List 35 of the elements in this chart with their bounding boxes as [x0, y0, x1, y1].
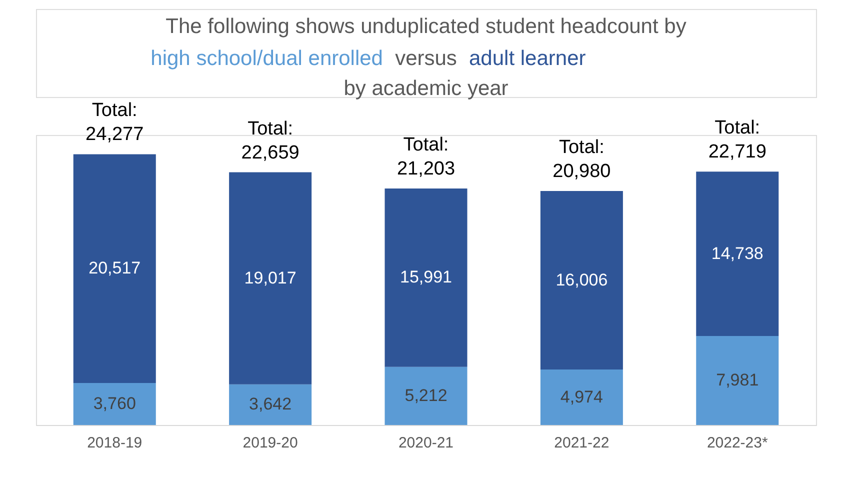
data-label: 20,517 — [88, 258, 141, 278]
x-tick-label: 2019-20 — [242, 434, 298, 452]
data-label: 7,981 — [716, 370, 759, 390]
bar — [73, 154, 156, 384]
text: by academic year — [344, 77, 508, 100]
total-label: Total: 21,203 — [396, 134, 456, 180]
text: high school/dual enrolled — [150, 47, 383, 70]
chart-title: The following shows unduplicated student headcount by — [166, 15, 687, 38]
bar — [384, 366, 468, 425]
data-label: 14,738 — [711, 244, 764, 263]
x-tick-label: 2022-23* — [706, 434, 768, 452]
total-label: Total: 24,277 — [86, 100, 144, 146]
bar — [384, 188, 468, 367]
data-label: 5,212 — [404, 386, 448, 405]
data-label: 16,006 — [556, 270, 608, 290]
x-tick-label: 2021-22 — [554, 434, 610, 452]
total-label: Total: 20,980 — [552, 136, 611, 182]
data-label: 3,760 — [93, 394, 136, 414]
text: versus — [395, 47, 457, 70]
bar — [229, 384, 312, 425]
total-label: Total: 22,719 — [708, 118, 766, 163]
bar — [540, 370, 623, 425]
bar — [73, 383, 156, 425]
total-label: Total: 22,659 — [241, 118, 300, 164]
bar — [696, 336, 779, 425]
bar — [540, 190, 623, 370]
data-label: 19,017 — [244, 268, 296, 288]
text: adult learner — [469, 47, 586, 70]
x-tick-label: 2020-21 — [398, 434, 454, 452]
data-label: 15,991 — [400, 268, 452, 287]
data-label: 4,974 — [560, 387, 603, 406]
bar — [229, 172, 312, 384]
data-label: 3,642 — [249, 394, 292, 414]
bar — [696, 172, 779, 336]
x-tick-label: 2018-19 — [87, 434, 142, 452]
